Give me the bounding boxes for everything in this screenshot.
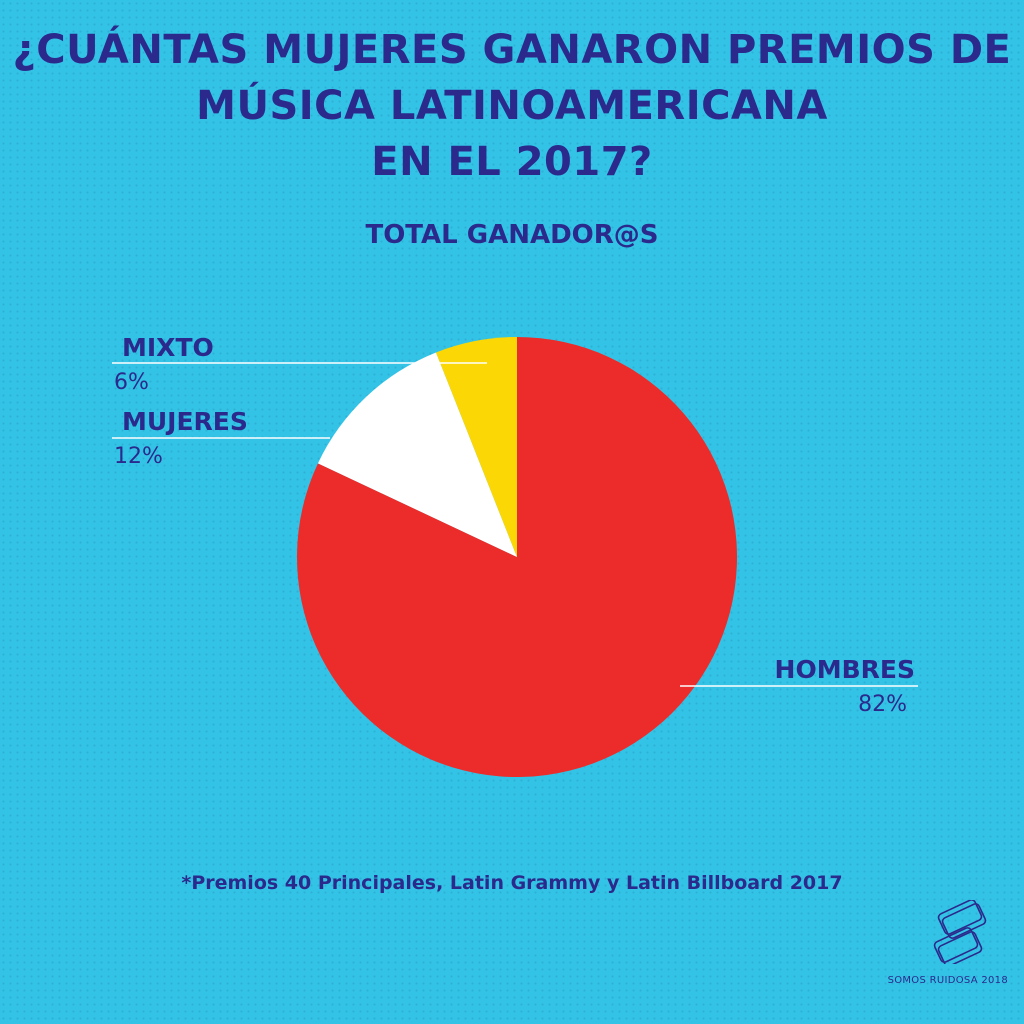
- slice-value-mujeres: 12%: [114, 444, 163, 469]
- title-line-3: EN EL 2017?: [371, 139, 653, 185]
- pie-labels: HOMBRES 82% MUJERES 12% MIXTO 6%: [112, 333, 918, 717]
- slice-value-hombres: 82%: [858, 692, 907, 717]
- somos-ruidosa-logo-icon: [933, 900, 987, 964]
- slice-label-hombres: HOMBRES: [775, 655, 915, 684]
- chart-title: ¿CUÁNTAS MUJERES GANARON PREMIOS DE MÚSI…: [0, 22, 1024, 190]
- title-line-1: ¿CUÁNTAS MUJERES GANARON PREMIOS DE: [12, 27, 1012, 73]
- chart-subtitle: TOTAL GANADOR@S: [365, 220, 659, 250]
- pie-slice-mujeres: [317, 352, 517, 557]
- slice-label-mujeres: MUJERES: [122, 407, 248, 436]
- footnote: *Premios 40 Principales, Latin Grammy y …: [181, 872, 843, 894]
- slice-value-mixto: 6%: [114, 370, 149, 395]
- pie-slices: [297, 337, 737, 777]
- credit: SOMOS RUIDOSA 2018: [887, 975, 1008, 986]
- slice-label-mixto: MIXTO: [122, 333, 214, 362]
- pie-slice-mixto: [436, 337, 517, 557]
- title-line-2: MÚSICA LATINOAMERICANA: [196, 83, 828, 129]
